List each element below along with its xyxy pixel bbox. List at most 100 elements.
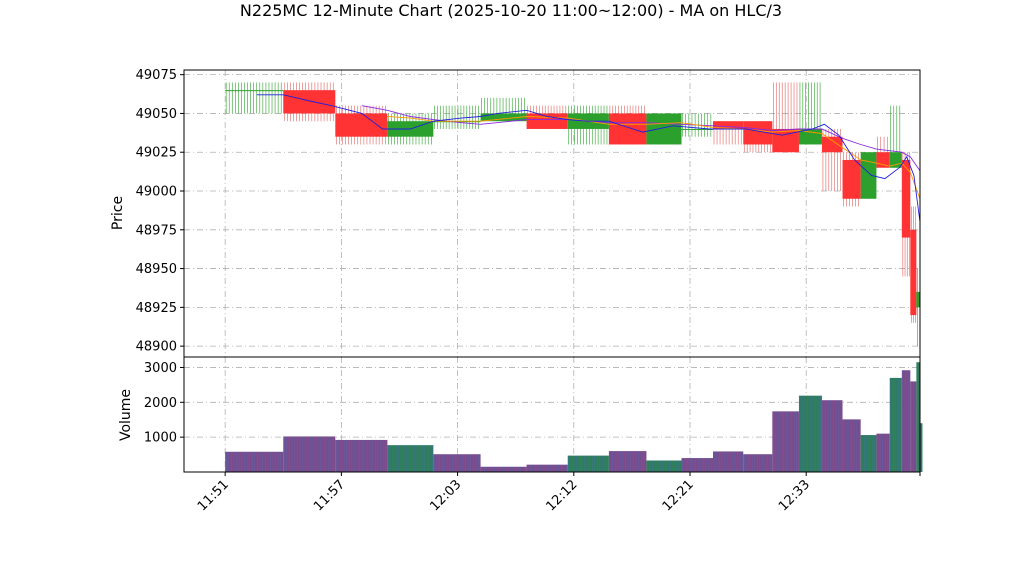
x-tick-label: 12:21 [660,477,697,514]
candle-body [901,159,911,238]
price-tick-label: 48950 [136,262,177,277]
candle-body [916,291,920,308]
volume-bar [889,377,902,472]
candle [889,105,902,168]
ma-slow-line [361,105,921,172]
volume-bar [480,466,527,472]
volume-bar [433,454,481,472]
candle [480,97,527,122]
volume-bar-fill [387,445,434,472]
candle [772,82,799,153]
volume-bar-fill [335,439,388,472]
volume-bar-fill [608,451,647,472]
volume-bar [681,458,713,472]
candle [646,113,682,145]
candle-body [821,136,843,153]
candle-body [860,152,877,199]
candle-body [743,121,773,145]
volume-bar-fill [842,419,861,472]
volume-bar-fill [283,436,336,472]
volume-panel-frame [183,356,921,473]
candlesticks [225,82,920,347]
volume-bar [743,454,773,472]
volume-bar-fill [821,400,843,472]
volume-bars [225,362,923,472]
volume-bar-fill [646,460,682,472]
candle-body [433,121,481,123]
volume-bar-fill [713,451,744,472]
moving-average-lines [256,94,921,223]
volume-bar [910,381,917,472]
volume-axis-label: Volume [118,389,134,441]
volume-bar [608,451,647,472]
candle-body [225,90,284,92]
candle-body [335,113,388,137]
ma-mid-line [387,116,921,199]
volume-bar-fill [681,458,713,472]
x-tick-label: 11:57 [311,477,348,514]
price-tick-label: 49025 [136,146,177,161]
price-tick-label: 48925 [136,301,177,316]
candle [860,152,877,199]
x-tick-label: 12:33 [776,477,813,514]
price-tick-label: 48975 [136,223,177,238]
candle [713,121,744,145]
candle [225,82,284,114]
volume-bar-fill [901,370,911,472]
candle [283,82,336,122]
candle-body [910,229,917,316]
volume-bar [916,362,920,472]
candle-body [646,113,682,145]
volume-bar-fill [876,433,890,472]
candle [916,268,920,347]
volume-bar [646,460,682,472]
x-axis-ticks: 11:51 11:57 12:03 12:12 12:21 12:33 [195,472,921,514]
candle-body [283,90,336,114]
price-tick-label: 49075 [136,68,177,83]
volume-bar [876,433,890,472]
candle-body [608,113,647,145]
candle [743,121,773,153]
volume-tick-label: 1000 [144,431,177,446]
candle-body [842,159,861,199]
x-tick-label: 12:12 [544,477,581,514]
volume-bar [772,411,799,472]
candle [433,105,481,129]
volume-bar-fill [916,362,920,472]
candle-body [713,121,744,129]
volume-bar-fill [480,466,527,472]
volume-bar-fill [860,435,877,472]
volume-bar [901,370,911,472]
volume-bar-fill [433,454,481,472]
volume-bar-fill [526,464,568,472]
volume-bar [798,395,822,472]
volume-bar-fill [567,455,609,472]
volume-bar [821,400,843,472]
chart-title: N225MC 12-Minute Chart (2025-10-20 11:00… [240,1,782,20]
volume-bar [920,423,923,472]
price-tick-label: 49000 [136,185,177,200]
candle-body [681,128,713,130]
candle [608,105,647,145]
price-axis-label: Price [110,196,126,230]
price-panel: 48900 48925 48950 48975 49000 49025 49050 49075… [110,68,921,358]
volume-bar-fill [743,454,773,472]
x-tick-label: 11:51 [195,477,232,514]
volume-panel: 1000 2000 3000 Volume [118,356,923,473]
candle [901,152,911,277]
x-tick-label: 12:03 [427,477,464,514]
price-vertical-gridlines [224,70,807,357]
volume-tick-label: 2000 [144,396,177,411]
ma-fast-line [256,94,921,223]
volume-bar [225,451,284,472]
volume-bar-fill [225,451,284,472]
volume-bar [335,439,388,472]
volume-bar [567,455,609,472]
volume-tick-label: 3000 [144,361,177,376]
volume-bar-fill [910,381,917,472]
volume-bar [387,445,434,472]
volume-bar [526,464,568,472]
candle [335,105,388,145]
volume-bar [860,435,877,472]
